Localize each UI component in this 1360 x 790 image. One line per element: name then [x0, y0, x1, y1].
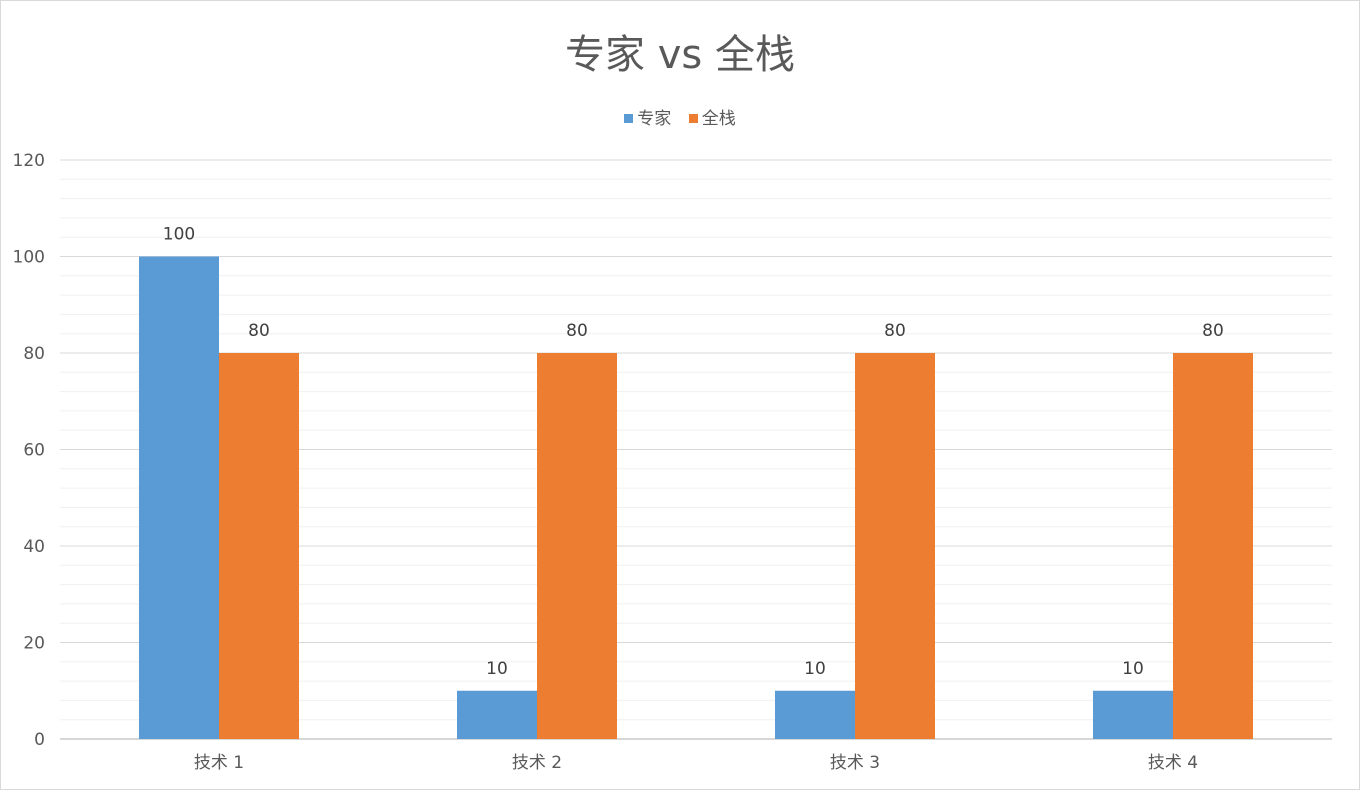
legend-item-series-0: 专家: [624, 104, 671, 129]
y-tick-label: 0: [34, 730, 45, 750]
chart-legend: 专家 全栈: [0, 104, 1360, 129]
data-label-series-1-2: 80: [566, 321, 588, 341]
x-tick-label: 技术 1: [194, 753, 244, 773]
data-label-series-0-1: 100: [163, 225, 195, 245]
data-label-series-0-2: 10: [486, 659, 508, 679]
y-tick-label: 80: [23, 344, 45, 364]
chart-title: 专家 vs 全栈: [565, 32, 795, 78]
legend-item-series-1: 全栈: [688, 104, 736, 129]
bar-series-1-1: [219, 353, 299, 739]
data-label-series-0-4: 10: [1122, 659, 1144, 679]
bar-series-0-2: [457, 690, 537, 739]
y-tick-label: 120: [13, 151, 45, 171]
data-label-series-1-1: 80: [248, 321, 270, 341]
x-tick-label: 技术 3: [830, 753, 880, 773]
y-tick-label: 60: [23, 441, 45, 461]
data-label-series-1-3: 80: [884, 321, 906, 341]
bar-series-0-3: [775, 690, 855, 739]
data-label-series-1-4: 80: [1202, 321, 1224, 341]
y-tick-label: 100: [13, 248, 45, 268]
data-label-series-0-3: 10: [804, 659, 826, 679]
bar-series-0-4: [1093, 690, 1173, 739]
legend-label-series-0: 专家: [637, 109, 672, 129]
legend-swatch-series-0: [624, 114, 634, 123]
bar-series-1-4: [1173, 353, 1253, 739]
bar-series-1-3: [855, 353, 935, 739]
x-tick-label: 技术 4: [1148, 753, 1198, 773]
x-tick-label: 技术 2: [512, 753, 562, 773]
legend-label-series-1: 全栈: [701, 109, 736, 129]
y-tick-label: 20: [23, 634, 45, 654]
bar-series-1-2: [537, 353, 617, 739]
legend-swatch-series-1: [688, 114, 698, 123]
bar-series-0-1: [139, 256, 219, 739]
y-tick-label: 40: [23, 537, 45, 557]
